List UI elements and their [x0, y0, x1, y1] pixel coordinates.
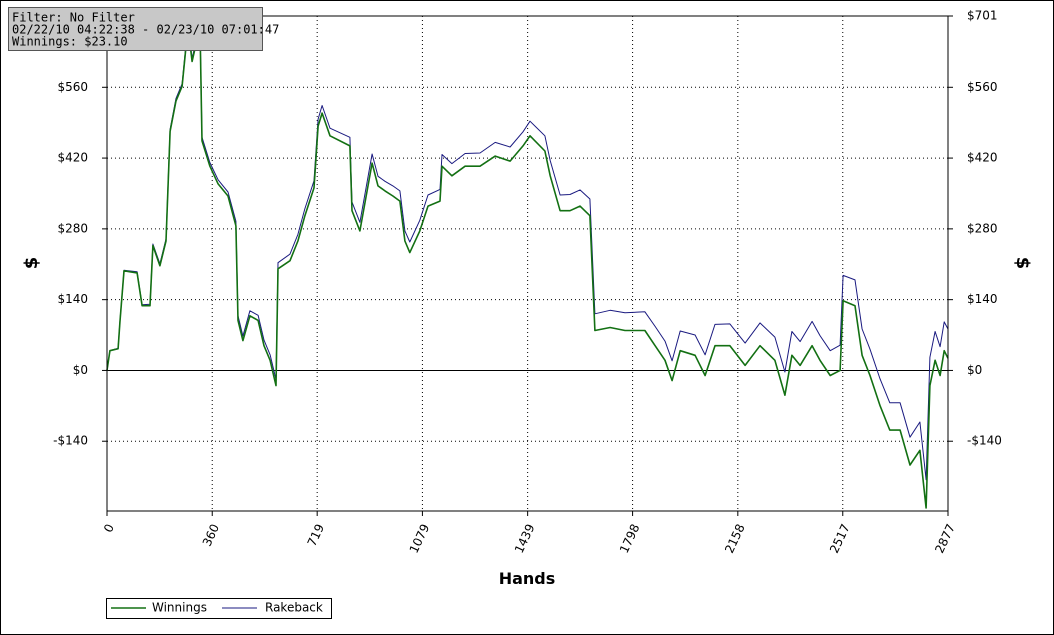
x-axis-title: Hands [499, 569, 556, 588]
y2-tick-label: $560 [967, 80, 998, 94]
y2-tick-label: -$140 [967, 434, 1002, 448]
filter-box-bg [8, 7, 263, 51]
filter-text: Filter: No Filter [12, 11, 135, 25]
plot-area [106, 16, 949, 511]
legend-box [106, 598, 332, 619]
y-tick-label: $0 [73, 363, 88, 377]
y2-tick-label: $701 [967, 9, 998, 23]
y2-axis-title: $ [1012, 257, 1033, 270]
y-tick-label: -$140 [53, 434, 88, 448]
y-tick-label: $560 [57, 80, 88, 94]
y2-tick-label: $0 [967, 363, 982, 377]
y2-tick-label: $280 [967, 221, 998, 235]
legend-label: Winnings [152, 601, 207, 615]
y-tick-label: $420 [57, 151, 88, 165]
series-line [106, 25, 949, 509]
winnings-total: Winnings: $23.10 [12, 35, 128, 49]
y2-tick-label: $420 [967, 151, 998, 165]
y-tick-label: $140 [57, 292, 88, 306]
legend: Winnings Rakeback [106, 598, 332, 619]
y-axis-title: $ [21, 257, 42, 270]
filter-box: Filter: No Filter 02/22/10 04:22:38 - 02… [8, 7, 279, 51]
y2-tick-label: $140 [967, 292, 998, 306]
legend-label: Rakeback [265, 601, 323, 615]
y-tick-label: $280 [57, 221, 88, 235]
date-range: 02/22/10 04:22:38 - 02/23/10 07:01:47 [12, 23, 279, 37]
